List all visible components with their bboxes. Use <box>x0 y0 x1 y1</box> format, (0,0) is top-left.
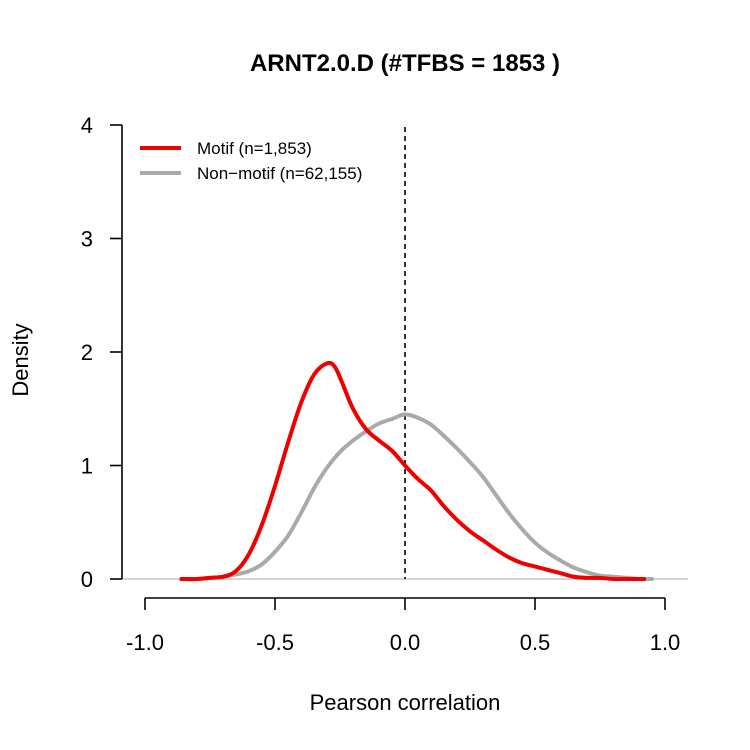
legend: Motif (n=1,853) Non−motif (n=62,155) <box>140 139 362 183</box>
series-line-motif <box>179 360 647 582</box>
x-tick-label: -0.5 <box>256 630 294 655</box>
series-layer <box>179 360 654 582</box>
y-tick-label: 3 <box>81 227 93 252</box>
x-axis: -1.0 -0.5 0.0 0.5 1.0 <box>126 597 681 655</box>
x-axis-label: Pearson correlation <box>310 690 501 715</box>
legend-label-non-motif: Non−motif (n=62,155) <box>197 164 362 183</box>
y-tick-label: 2 <box>81 340 93 365</box>
y-tick-label: 0 <box>81 567 93 592</box>
y-tick-label: 4 <box>81 113 93 138</box>
x-tick-label: 0.0 <box>390 630 421 655</box>
x-tick-label: 1.0 <box>650 630 681 655</box>
series-line-non-motif <box>179 412 654 582</box>
y-axis-label: Density <box>8 323 33 396</box>
y-axis: 0 1 2 3 4 <box>81 113 123 592</box>
chart-title: ARNT2.0.D (#TFBS = 1853 ) <box>250 50 560 77</box>
x-tick-label: 0.5 <box>520 630 551 655</box>
y-tick-label: 1 <box>81 454 93 479</box>
x-tick-label: -1.0 <box>126 630 164 655</box>
legend-label-motif: Motif (n=1,853) <box>197 139 312 158</box>
